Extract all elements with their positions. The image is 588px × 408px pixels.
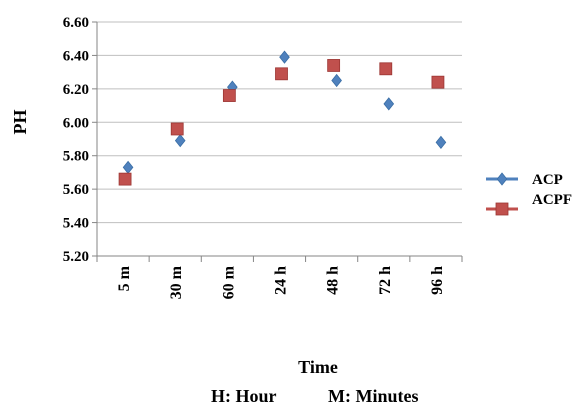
y-tick-label: 5.80 xyxy=(63,149,89,165)
legend: ACP ACPF xyxy=(486,172,572,216)
note-hour: H: Hour xyxy=(211,386,277,406)
data-point-acpf xyxy=(118,172,132,186)
data-point-acp xyxy=(174,134,186,148)
y-tick-label: 5.20 xyxy=(63,249,89,265)
data-point-acp xyxy=(331,73,342,88)
x-tick-label: 24 h xyxy=(273,266,290,295)
x-tick-label: 60 m xyxy=(220,265,237,299)
data-point-acpf xyxy=(222,89,236,102)
data-point-acp xyxy=(435,135,447,149)
note-minutes: M: Minutes xyxy=(328,386,418,406)
legend-marker-acp xyxy=(496,172,508,186)
data-point-acpf xyxy=(431,75,445,89)
x-tick-label: 48 h xyxy=(325,266,342,295)
y-tick-label: 5.60 xyxy=(63,182,89,198)
y-tick-labels: 5.20 5.40 5.60 5.80 6.00 6.20 6.40 6.60 xyxy=(63,15,89,265)
data-series xyxy=(118,50,447,186)
x-tick-label: 30 m xyxy=(168,265,185,299)
axes xyxy=(92,21,463,262)
y-tick-label: 6.00 xyxy=(63,115,89,131)
series-acpf xyxy=(118,59,445,186)
legend-label: ACPF xyxy=(532,192,572,208)
x-tick-labels: 5 m 30 m 60 m 24 h 48 h 72 h 96 h xyxy=(116,265,446,299)
data-point-acpf xyxy=(327,59,341,72)
x-tick-label: 96 h xyxy=(429,266,446,295)
x-tick-label: 5 m xyxy=(116,265,133,291)
data-point-acp xyxy=(279,50,290,64)
data-point-acpf xyxy=(379,62,393,76)
data-point-acpf xyxy=(170,122,184,136)
data-point-acp xyxy=(383,97,395,111)
data-point-acpf xyxy=(275,67,288,81)
legend-label: ACP xyxy=(532,172,563,188)
y-axis-title: PH xyxy=(10,110,30,135)
grid-lines xyxy=(97,21,462,224)
y-tick-label: 6.60 xyxy=(63,15,89,31)
data-point-acp xyxy=(122,160,134,175)
x-axis-title: Time xyxy=(298,357,338,377)
y-tick-label: 6.20 xyxy=(63,82,89,98)
x-tick-label: 72 h xyxy=(377,266,394,295)
y-tick-label: 6.40 xyxy=(63,48,89,64)
y-tick-label: 5.40 xyxy=(63,216,89,232)
legend-marker-acpf xyxy=(495,202,509,216)
